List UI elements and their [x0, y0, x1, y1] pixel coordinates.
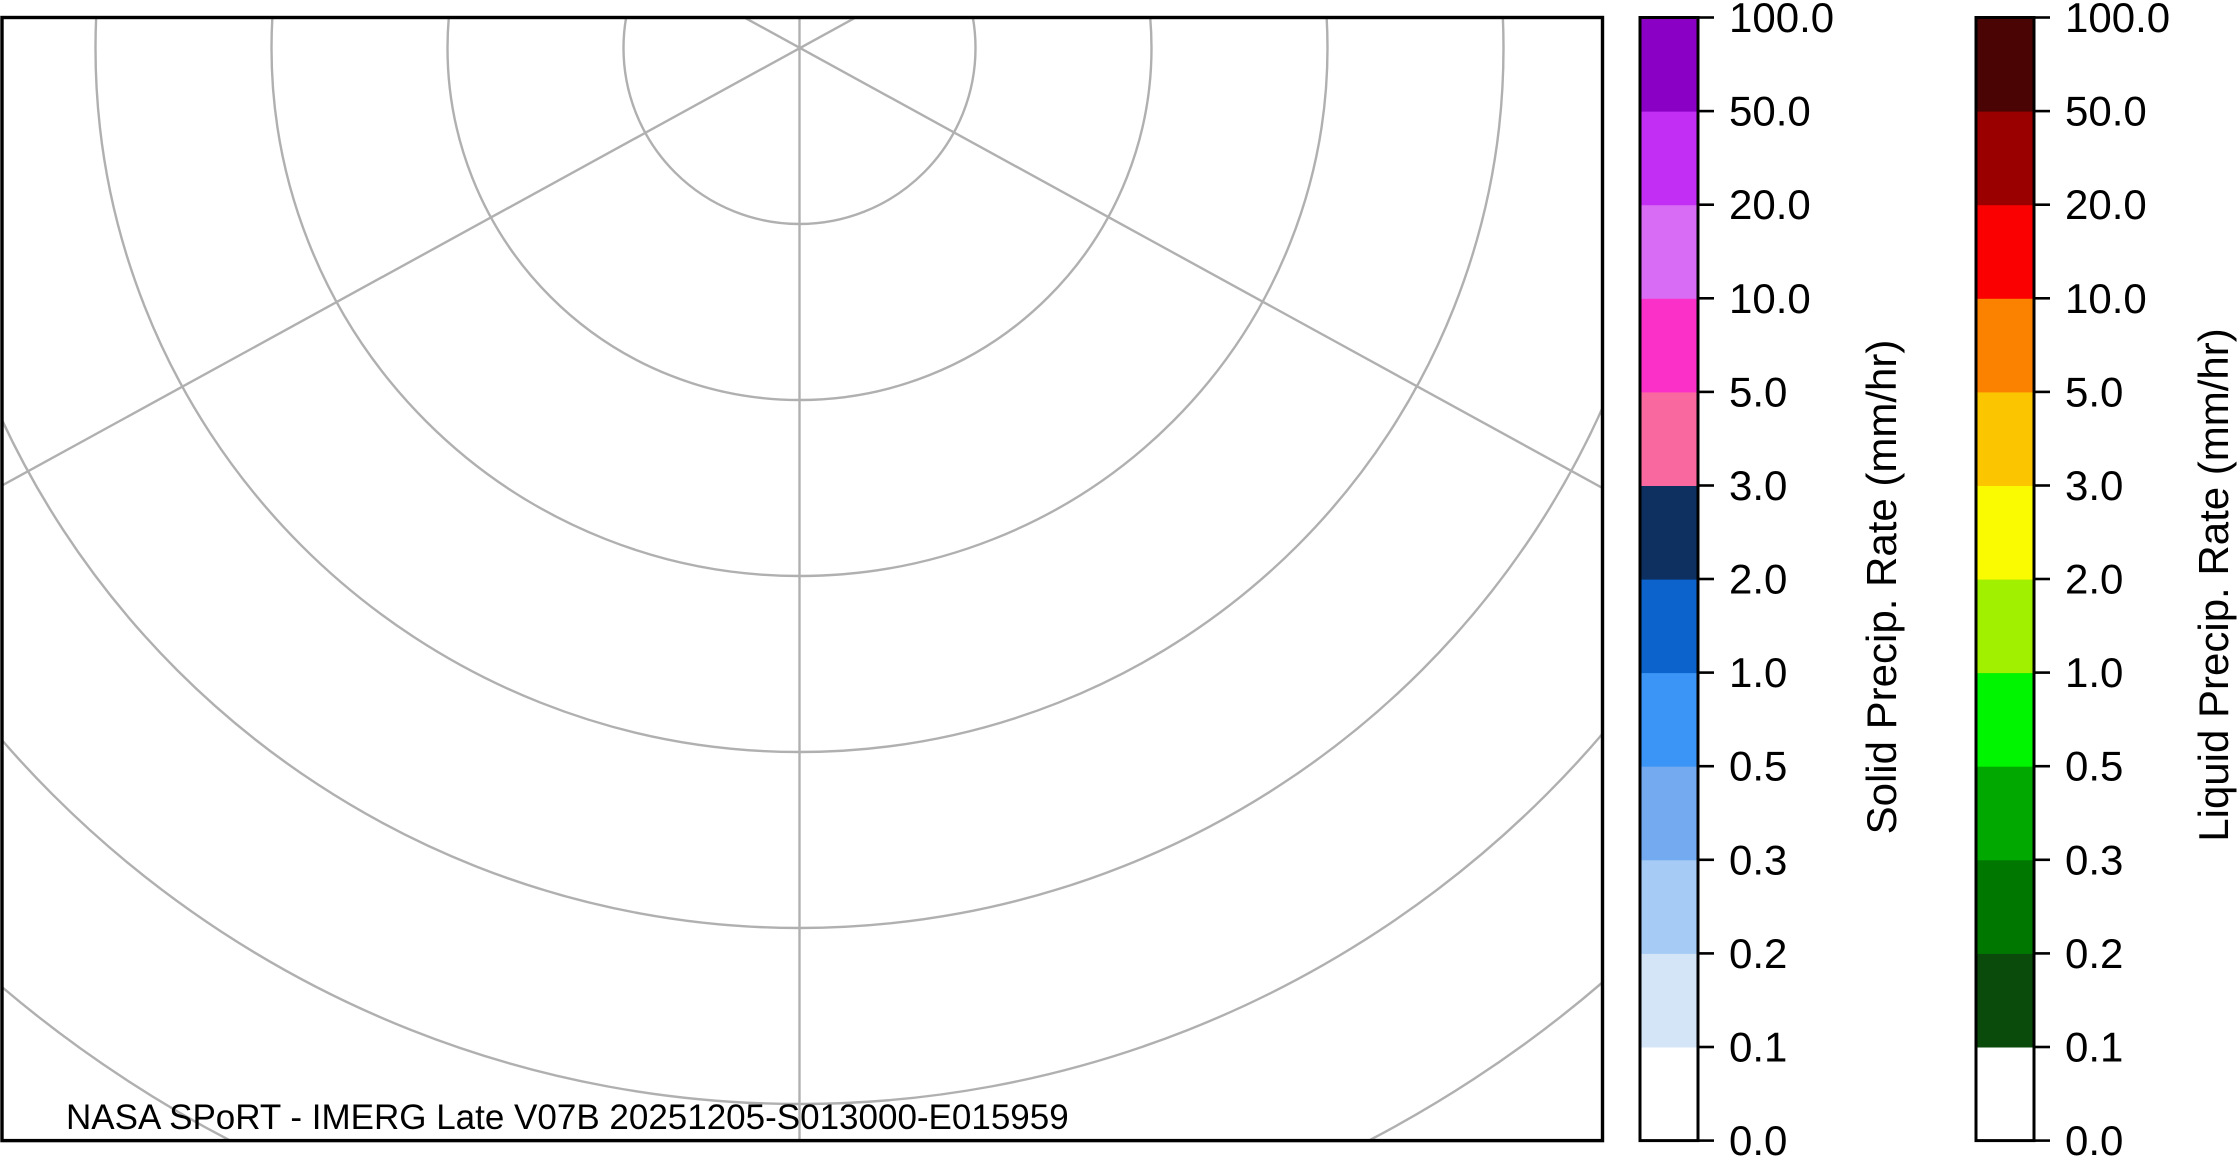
svg-text:100.0: 100.0 [2065, 0, 2170, 41]
svg-text:Liquid Precip. Rate (mm/hr): Liquid Precip. Rate (mm/hr) [2190, 328, 2237, 842]
svg-text:3.0: 3.0 [2065, 462, 2123, 509]
svg-text:20.0: 20.0 [1729, 181, 1811, 228]
svg-text:10.0: 10.0 [2065, 275, 2147, 322]
svg-text:100.0: 100.0 [1729, 0, 1834, 41]
svg-text:0.2: 0.2 [1729, 930, 1787, 977]
svg-text:0.5: 0.5 [1729, 743, 1787, 790]
svg-text:1.0: 1.0 [2065, 649, 2123, 696]
svg-text:5.0: 5.0 [2065, 368, 2123, 415]
svg-text:0.3: 0.3 [1729, 836, 1787, 883]
svg-text:0.0: 0.0 [1729, 1117, 1787, 1164]
svg-text:0.1: 0.1 [2065, 1024, 2123, 1071]
svg-text:0.0: 0.0 [2065, 1117, 2123, 1164]
svg-text:0.3: 0.3 [2065, 836, 2123, 883]
svg-text:20.0: 20.0 [2065, 181, 2147, 228]
svg-text:0.5: 0.5 [2065, 743, 2123, 790]
svg-text:2.0: 2.0 [2065, 556, 2123, 603]
svg-text:3.0: 3.0 [1729, 462, 1787, 509]
svg-text:2.0: 2.0 [1729, 556, 1787, 603]
svg-text:Solid Precip. Rate (mm/hr): Solid Precip. Rate (mm/hr) [1858, 340, 1905, 835]
svg-text:0.2: 0.2 [2065, 930, 2123, 977]
svg-text:10.0: 10.0 [1729, 275, 1811, 322]
svg-text:NASA SPoRT - IMERG Late V07B 2: NASA SPoRT - IMERG Late V07B 20251205-S0… [66, 1098, 1069, 1137]
svg-text:50.0: 50.0 [1729, 88, 1811, 135]
svg-text:5.0: 5.0 [1729, 368, 1787, 415]
svg-text:50.0: 50.0 [2065, 88, 2147, 135]
svg-text:1.0: 1.0 [1729, 649, 1787, 696]
svg-text:0.1: 0.1 [1729, 1024, 1787, 1071]
